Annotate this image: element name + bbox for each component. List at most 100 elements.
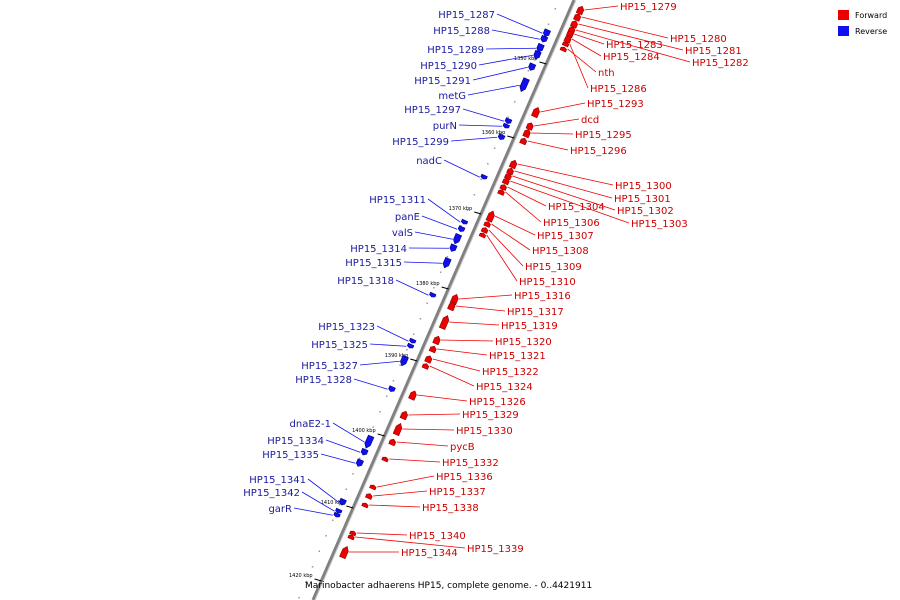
genome-caption: Marinobacter adhaerens HP15, complete ge… xyxy=(305,581,592,591)
gene-arrow-hp15-1291 xyxy=(528,62,537,71)
minor-tick-mark xyxy=(507,116,509,118)
gene-label-hp15-1340: HP15_1340 xyxy=(409,531,466,542)
gene-arrow-hp15-1284 xyxy=(563,35,572,44)
gene-arrow-hp15-1289 xyxy=(536,42,545,53)
gene-label-hp15-1342: HP15_1342 xyxy=(243,488,300,499)
gene-arrow-nadc xyxy=(480,173,488,180)
minor-tick-mark xyxy=(480,178,482,180)
leader-line-hp15-1328 xyxy=(353,378,388,390)
leader-line-hp15-1335 xyxy=(320,453,356,464)
gene-label-hp15-1290: HP15_1290 xyxy=(420,61,477,72)
gene-arrow-purn xyxy=(502,122,511,129)
tick-label-1410-kbp: 1410 kbp xyxy=(321,500,345,506)
leader-line-hp15-1339 xyxy=(355,536,466,549)
leader-line-hp15-1289 xyxy=(485,47,536,50)
gene-arrow-hp15-1304 xyxy=(499,184,507,191)
gene-label-hp15-1334: HP15_1334 xyxy=(267,436,324,447)
leader-line-hp15-1317 xyxy=(455,305,506,312)
leader-line-hp15-1302 xyxy=(512,175,616,211)
leader-line-hp15-1281 xyxy=(578,23,684,51)
leader-line-hp15-1320 xyxy=(441,339,494,342)
minor-tick-mark xyxy=(332,519,334,521)
gene-label-nth: nth xyxy=(598,68,615,79)
gene-arrow-hp15-1280 xyxy=(573,13,582,22)
gene-label-hp15-1324: HP15_1324 xyxy=(476,382,533,393)
gene-label-pane: panE xyxy=(395,212,420,223)
tick-label-1360-kbp: 1360 kbp xyxy=(482,130,506,136)
gene-label-hp15-1293: HP15_1293 xyxy=(587,99,644,110)
leader-line-hp15-1308 xyxy=(491,223,531,251)
gene-label-hp15-1325: HP15_1325 xyxy=(311,340,368,351)
gene-arrow-hp15-1297 xyxy=(504,117,513,124)
leader-line-hp15-1321 xyxy=(437,348,488,356)
gene-arrow-hp15-1344 xyxy=(339,546,349,560)
minor-tick-mark xyxy=(345,488,348,490)
tick-label-1390-kbp: 1390 kbp xyxy=(385,353,409,359)
minor-tick-mark xyxy=(399,364,401,366)
leader-line-hp15-1319 xyxy=(448,321,500,326)
gene-label-hp15-1318: HP15_1318 xyxy=(337,276,394,287)
leader-line-hp15-1337 xyxy=(373,490,428,497)
gene-arrow-hp15-1300 xyxy=(508,159,518,170)
minor-tick-mark xyxy=(466,209,469,211)
leader-line-garr xyxy=(293,507,333,516)
minor-tick-mark xyxy=(372,426,374,428)
gene-arrow-hp15-1332 xyxy=(381,456,389,463)
minor-tick-mark xyxy=(547,23,550,25)
gene-arrow-hp15-1321 xyxy=(428,345,437,354)
leader-line-metg xyxy=(467,84,520,96)
gene-label-hp15-1344: HP15_1344 xyxy=(401,548,458,559)
leader-line-hp15-1329 xyxy=(408,413,461,416)
gene-label-hp15-1289: HP15_1289 xyxy=(427,45,484,56)
gene-label-hp15-1316: HP15_1316 xyxy=(514,291,571,302)
gene-label-hp15-1279: HP15_1279 xyxy=(620,2,677,13)
minor-tick-mark xyxy=(325,535,327,537)
leader-line-dnae2-1 xyxy=(332,422,365,443)
gene-label-hp15-1336: HP15_1336 xyxy=(436,472,493,483)
tick-label-1420-kbp: 1420 kbp xyxy=(289,573,313,579)
leader-line-hp15-1301 xyxy=(514,170,613,199)
major-tick-mark xyxy=(507,135,515,139)
minor-tick-mark xyxy=(500,132,503,134)
gene-label-hp15-1281: HP15_1281 xyxy=(685,46,742,57)
gene-label-hp15-1322: HP15_1322 xyxy=(482,367,539,378)
leader-line-hp15-1296 xyxy=(527,140,569,151)
gene-label-hp15-1317: HP15_1317 xyxy=(507,307,564,318)
minor-tick-mark xyxy=(379,411,381,413)
legend-swatch-forward xyxy=(838,10,849,20)
leader-line-hp15-1307 xyxy=(494,215,536,236)
minor-tick-mark xyxy=(439,271,442,273)
leader-line-hp15-1295 xyxy=(531,132,574,135)
leader-line-hp15-1283 xyxy=(573,33,605,45)
gene-arrow-hp15-1339 xyxy=(347,534,355,541)
leader-line-hp15-1316 xyxy=(458,294,513,300)
leader-line-hp15-1297 xyxy=(462,108,505,122)
gene-arrow-hp15-1322 xyxy=(424,355,433,364)
gene-label-hp15-1314: HP15_1314 xyxy=(350,244,407,255)
gene-arrow-hp15-1335 xyxy=(355,458,364,467)
minor-tick-mark xyxy=(318,550,321,552)
gene-arrow-hp15-1323 xyxy=(409,337,417,344)
gene-arrow-hp15-1328 xyxy=(388,385,396,392)
gene-label-hp15-1301: HP15_1301 xyxy=(614,194,671,205)
gene-label-hp15-1284: HP15_1284 xyxy=(603,52,660,63)
genome-backbone xyxy=(311,0,576,600)
minor-tick-mark xyxy=(305,581,307,583)
gene-label-hp15-1320: HP15_1320 xyxy=(495,337,552,348)
gene-arrow-dnae2-1 xyxy=(364,434,375,449)
genome-backbone-shadow xyxy=(314,0,577,600)
gene-arrow-hp15-1281 xyxy=(569,20,578,29)
leader-line-hp15-1334 xyxy=(325,439,361,453)
leader-line-pycb xyxy=(396,441,449,447)
gene-label-hp15-1310: HP15_1310 xyxy=(519,277,576,288)
leader-line-hp15-1326 xyxy=(417,394,468,402)
gene-label-hp15-1319: HP15_1319 xyxy=(501,321,558,332)
gene-label-hp15-1303: HP15_1303 xyxy=(631,219,688,230)
minor-tick-mark xyxy=(385,395,388,397)
gene-arrow-hp15-1290 xyxy=(533,49,542,60)
gene-arrow-dcd xyxy=(525,122,534,131)
minor-tick-mark xyxy=(473,194,476,196)
leader-line-hp15-1299 xyxy=(450,136,498,142)
